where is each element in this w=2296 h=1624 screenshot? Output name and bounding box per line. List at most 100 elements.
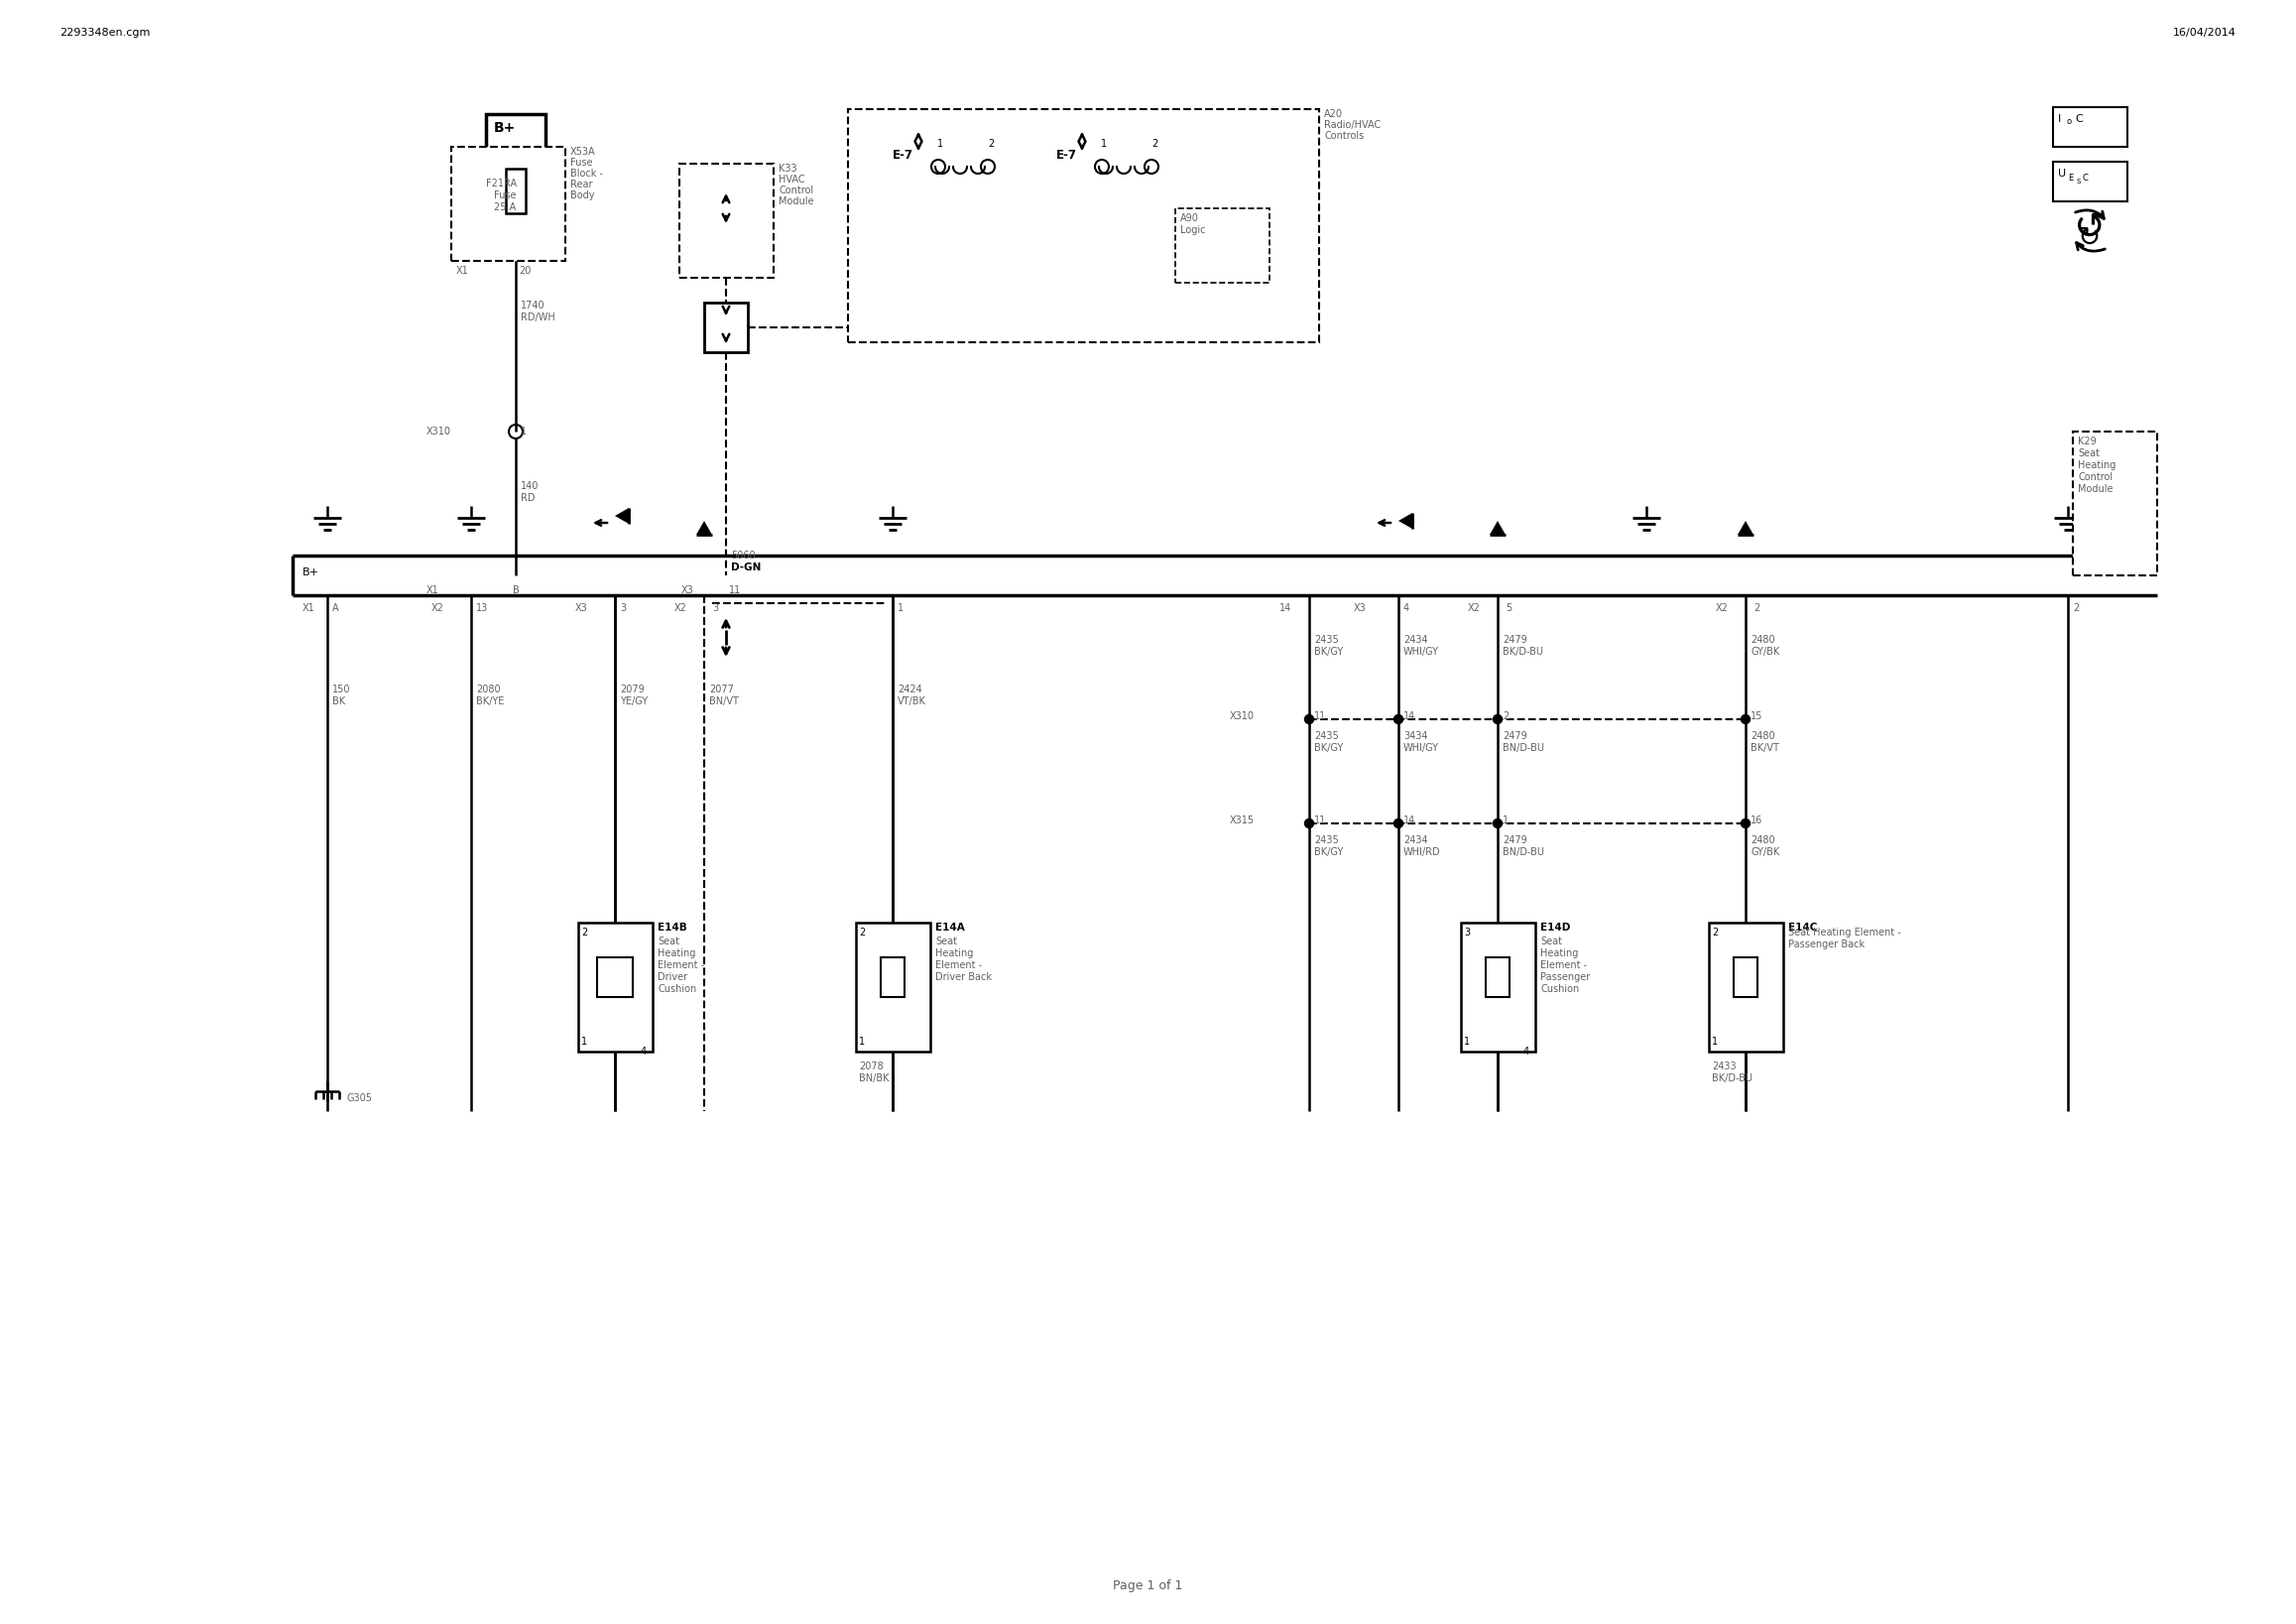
Bar [452, 146, 565, 261]
Text: Heating: Heating [2078, 460, 2117, 471]
Bar [597, 957, 634, 997]
Bar [579, 922, 652, 1052]
Text: 1: 1 [581, 1036, 588, 1046]
Text: E-7: E-7 [893, 149, 914, 162]
Text: 2: 2 [581, 927, 588, 937]
Text: 11: 11 [1313, 815, 1327, 825]
Circle shape [1740, 818, 1750, 828]
Text: 4: 4 [641, 1046, 647, 1057]
Text: BK/GY: BK/GY [1313, 646, 1343, 656]
Text: BN/VT: BN/VT [709, 697, 739, 706]
Circle shape [1394, 818, 1403, 828]
Text: WHI/RD: WHI/RD [1403, 848, 1440, 857]
Text: WHI/GY: WHI/GY [1403, 744, 1440, 754]
Circle shape [1394, 715, 1403, 724]
Text: 1: 1 [937, 140, 944, 149]
Text: 2424: 2424 [898, 685, 923, 695]
Text: I: I [2057, 114, 2062, 123]
Text: Fuse: Fuse [569, 158, 592, 167]
Text: Cushion: Cushion [1541, 984, 1580, 994]
Text: A20: A20 [1325, 109, 1343, 119]
Text: 2479: 2479 [1502, 731, 1527, 741]
Bar [705, 302, 748, 352]
Text: 5: 5 [1506, 603, 1511, 614]
Polygon shape [1490, 521, 1506, 534]
Text: 2079: 2079 [620, 685, 645, 695]
Text: Element -: Element - [1541, 960, 1587, 970]
Bar [882, 957, 905, 997]
Text: 3: 3 [712, 603, 719, 614]
Bar [1460, 922, 1536, 1052]
Text: 150: 150 [333, 685, 351, 695]
Text: E14C: E14C [1789, 922, 1818, 932]
Text: 5060: 5060 [730, 551, 755, 560]
Text: 2: 2 [2073, 603, 2080, 614]
Text: 15: 15 [1750, 711, 1763, 721]
Text: 1740: 1740 [521, 300, 544, 310]
Text: Driver Back: Driver Back [934, 973, 992, 983]
Text: RD/WH: RD/WH [521, 312, 556, 323]
Text: BK/YE: BK/YE [475, 697, 505, 706]
Text: 2: 2 [1502, 711, 1508, 721]
Text: Element -: Element - [657, 960, 705, 970]
Text: Page 1 of 1: Page 1 of 1 [1114, 1580, 1182, 1592]
Text: X310: X310 [1231, 711, 1254, 721]
Text: 2434: 2434 [1403, 835, 1428, 844]
Text: A: A [333, 603, 340, 614]
Text: X2: X2 [1467, 603, 1481, 614]
Text: X3: X3 [1355, 603, 1366, 614]
Text: Heating: Heating [934, 948, 974, 958]
Circle shape [1492, 818, 1502, 828]
Text: 1: 1 [1502, 815, 1508, 825]
Text: 2: 2 [1754, 603, 1759, 614]
Text: 1: 1 [1713, 1036, 1717, 1046]
Text: 2435: 2435 [1313, 635, 1339, 645]
Text: X2: X2 [1715, 603, 1729, 614]
Text: X53A: X53A [569, 146, 595, 158]
Text: Passenger Back: Passenger Back [1789, 939, 1864, 950]
Circle shape [1492, 715, 1502, 724]
Text: YE/GY: YE/GY [620, 697, 647, 706]
Text: 25 A: 25 A [494, 203, 517, 213]
Text: Body: Body [569, 190, 595, 200]
Text: X2: X2 [432, 603, 443, 614]
Text: Control: Control [2078, 473, 2112, 482]
Text: D-GN: D-GN [730, 562, 760, 572]
Text: Radio/HVAC: Radio/HVAC [1325, 120, 1380, 130]
Text: Block -: Block - [569, 169, 604, 179]
Text: o: o [2066, 117, 2071, 127]
Text: BN/D-BU: BN/D-BU [1502, 744, 1545, 754]
Text: E14B: E14B [657, 922, 687, 932]
Text: ↻: ↻ [2078, 224, 2101, 252]
Bar [505, 169, 526, 213]
Text: RD: RD [521, 494, 535, 503]
Text: S: S [2076, 179, 2080, 185]
Text: ↺: ↺ [2073, 209, 2105, 247]
Text: 3434: 3434 [1403, 731, 1428, 741]
Text: BN/D-BU: BN/D-BU [1502, 848, 1545, 857]
Text: Driver: Driver [657, 973, 687, 983]
Text: 2480: 2480 [1750, 635, 1775, 645]
Text: E14A: E14A [934, 922, 964, 932]
Text: 4: 4 [1522, 1046, 1529, 1057]
Text: 20: 20 [519, 266, 530, 276]
Text: Module: Module [778, 197, 813, 206]
Bar [487, 114, 546, 149]
Text: Seat: Seat [657, 937, 680, 947]
Polygon shape [1738, 521, 1754, 534]
Bar [2053, 107, 2128, 146]
Text: Passenger: Passenger [1541, 973, 1591, 983]
Text: 2: 2 [1153, 140, 1157, 149]
Text: Heating: Heating [1541, 948, 1577, 958]
Text: HVAC: HVAC [778, 175, 806, 185]
Text: BK/D-BU: BK/D-BU [1713, 1073, 1752, 1083]
Circle shape [1304, 818, 1313, 828]
Text: 2: 2 [1713, 927, 1717, 937]
Text: Fuse: Fuse [494, 190, 517, 200]
Polygon shape [1398, 513, 1412, 529]
Text: B+: B+ [303, 567, 319, 578]
Text: BN/BK: BN/BK [859, 1073, 889, 1083]
Text: Logic: Logic [1180, 226, 1205, 235]
Bar [680, 164, 774, 278]
Bar [2073, 432, 2158, 575]
